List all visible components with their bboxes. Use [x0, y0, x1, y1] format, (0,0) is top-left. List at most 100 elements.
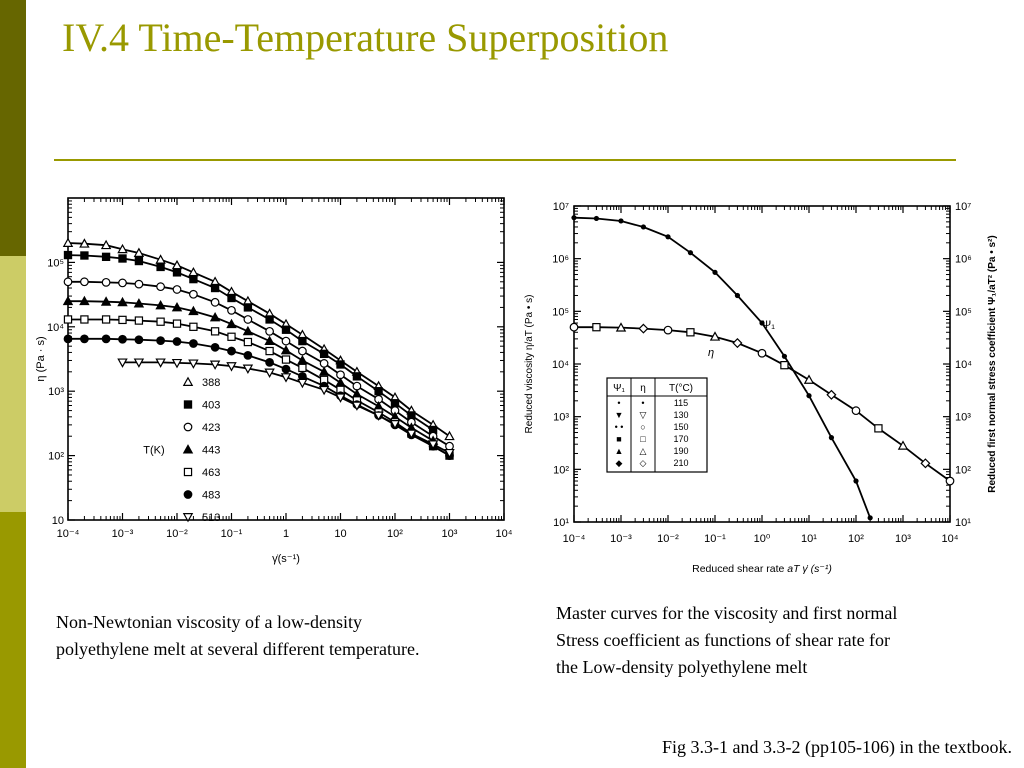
data-point	[133, 358, 145, 368]
legend-temperature: 150	[673, 422, 688, 432]
legend-marker	[183, 422, 193, 432]
data-point	[242, 364, 254, 374]
legend-temperature: 170	[673, 434, 688, 444]
data-point	[243, 337, 253, 347]
data-point	[172, 337, 182, 346]
data-point	[117, 243, 128, 254]
data-point	[444, 448, 455, 459]
data-point	[227, 305, 236, 315]
data-point	[734, 292, 741, 299]
data-point	[134, 335, 144, 345]
y-tick-label: 10¹	[553, 517, 569, 529]
data-point	[759, 320, 765, 326]
x-tick-label: 10⁰	[754, 533, 771, 545]
figure-reference: Fig 3.3-1 and 3.3-2 (pp105-106) in the t…	[662, 737, 1012, 757]
legend-temperature: 210	[673, 458, 688, 468]
data-point	[828, 435, 835, 441]
data-point	[242, 325, 254, 336]
data-point	[335, 393, 346, 403]
y2-tick-label: 10⁵	[955, 306, 972, 318]
legend-eta-marker: ◇	[640, 458, 647, 468]
data-point	[210, 283, 220, 293]
data-point	[210, 327, 220, 336]
y2-tick-label: 10³	[955, 412, 971, 424]
data-point	[264, 368, 275, 378]
x-tick-label: 10⁻²	[166, 528, 188, 540]
data-point	[281, 355, 291, 364]
y2-axis-label: Reduced first normal stress coefficient …	[987, 235, 998, 492]
data-point	[265, 346, 274, 356]
data-point	[171, 358, 183, 369]
data-point	[445, 441, 454, 451]
data-point	[79, 238, 90, 248]
data-point	[318, 366, 330, 376]
legend-psi-marker: • •	[615, 422, 624, 432]
y2-tick-label: 10¹	[955, 517, 971, 529]
series-463	[63, 315, 454, 460]
data-point	[281, 325, 291, 334]
data-point	[134, 279, 144, 289]
data-point	[210, 342, 220, 352]
data-point	[732, 337, 743, 349]
data-point	[663, 325, 673, 335]
data-point	[281, 364, 291, 374]
legend-label: 423	[202, 422, 220, 434]
data-point	[62, 295, 74, 306]
y-tick-label: 10⁶	[552, 254, 569, 266]
y2-tick-label: 10⁴	[955, 359, 972, 371]
data-point	[226, 362, 237, 372]
data-point	[133, 247, 145, 257]
legend-eta-marker: □	[640, 434, 646, 444]
data-point	[352, 372, 362, 381]
y-tick-label: 10³	[48, 386, 64, 398]
data-point	[945, 476, 955, 486]
data-point	[210, 297, 220, 307]
data-point	[156, 262, 165, 272]
data-point	[63, 277, 73, 287]
data-point	[335, 377, 346, 387]
x-tick-label: 10⁻³	[112, 528, 134, 540]
legend-marker	[182, 513, 194, 523]
data-point	[712, 269, 718, 275]
x-tick-label: 10³	[442, 528, 458, 540]
y-tick-label: 10²	[553, 464, 569, 476]
legend-marker	[183, 467, 193, 477]
data-point	[155, 358, 166, 368]
data-point	[297, 378, 308, 389]
y-tick-label: 10²	[48, 451, 64, 463]
data-point	[780, 361, 789, 370]
data-point	[172, 285, 182, 294]
y-tick-label: 10⁵	[47, 257, 64, 269]
legend-label: 403	[202, 400, 220, 412]
data-point	[156, 282, 165, 292]
data-point	[618, 218, 624, 224]
series-eta	[569, 322, 955, 486]
legend-eta-marker: △	[640, 446, 647, 456]
data-point	[687, 250, 694, 256]
sidebar-segment-light	[0, 256, 26, 512]
x-tick-label: 10	[334, 528, 346, 540]
y-tick-label: 10	[52, 515, 64, 527]
data-point	[638, 323, 649, 334]
x-tick-label: 10³	[895, 533, 911, 545]
y2-tick-label: 10⁶	[955, 254, 972, 266]
data-point	[389, 419, 401, 430]
data-point	[803, 374, 815, 384]
data-point	[592, 323, 601, 332]
legend-table	[606, 377, 708, 473]
x-tick-label: 10²	[387, 528, 403, 540]
data-point	[63, 315, 73, 324]
data-point	[189, 339, 198, 348]
plot-frame	[573, 205, 951, 523]
legend-psi-marker: ■	[616, 434, 621, 444]
data-point	[118, 315, 127, 325]
data-point	[444, 430, 455, 441]
data-point	[390, 399, 400, 408]
series-513	[117, 358, 455, 459]
data-point	[665, 234, 671, 240]
series-403	[63, 250, 438, 435]
x-tick-label: 10⁻¹	[704, 533, 726, 545]
x-tick-label: 10⁻⁴	[563, 533, 586, 545]
data-point	[156, 317, 165, 326]
data-point	[920, 458, 931, 469]
